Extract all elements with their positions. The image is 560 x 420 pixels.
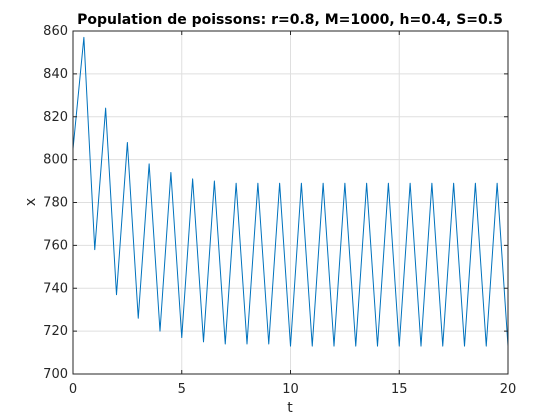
x-tick-label: 15: [391, 382, 408, 397]
series-layer: [72, 36, 509, 347]
y-tick-label: 800: [43, 153, 68, 168]
x-tick-label: 0: [69, 382, 77, 397]
y-tick-label: 720: [43, 324, 68, 339]
series-line: [72, 36, 509, 347]
x-ticks: 0 5 10 15 20: [69, 31, 516, 397]
y-tick-label: 860: [43, 24, 68, 39]
y-axis-label: x: [23, 198, 39, 206]
y-tick-label: 700: [43, 367, 68, 382]
chart-title: Population de poissons: r=0.8, M=1000, h…: [77, 12, 503, 28]
y-tick-label: 760: [43, 238, 68, 253]
y-ticks: 700 720 740 760 780 800 820 840 860: [43, 24, 508, 382]
x-tick-label: 10: [282, 382, 299, 397]
y-tick-label: 840: [43, 67, 68, 82]
y-tick-label: 740: [43, 281, 68, 296]
y-tick-label: 780: [43, 196, 68, 211]
x-tick-label: 5: [178, 382, 186, 397]
x-tick-label: 20: [500, 382, 517, 397]
y-tick-label: 820: [43, 110, 68, 125]
x-axis-label: t: [287, 400, 293, 416]
